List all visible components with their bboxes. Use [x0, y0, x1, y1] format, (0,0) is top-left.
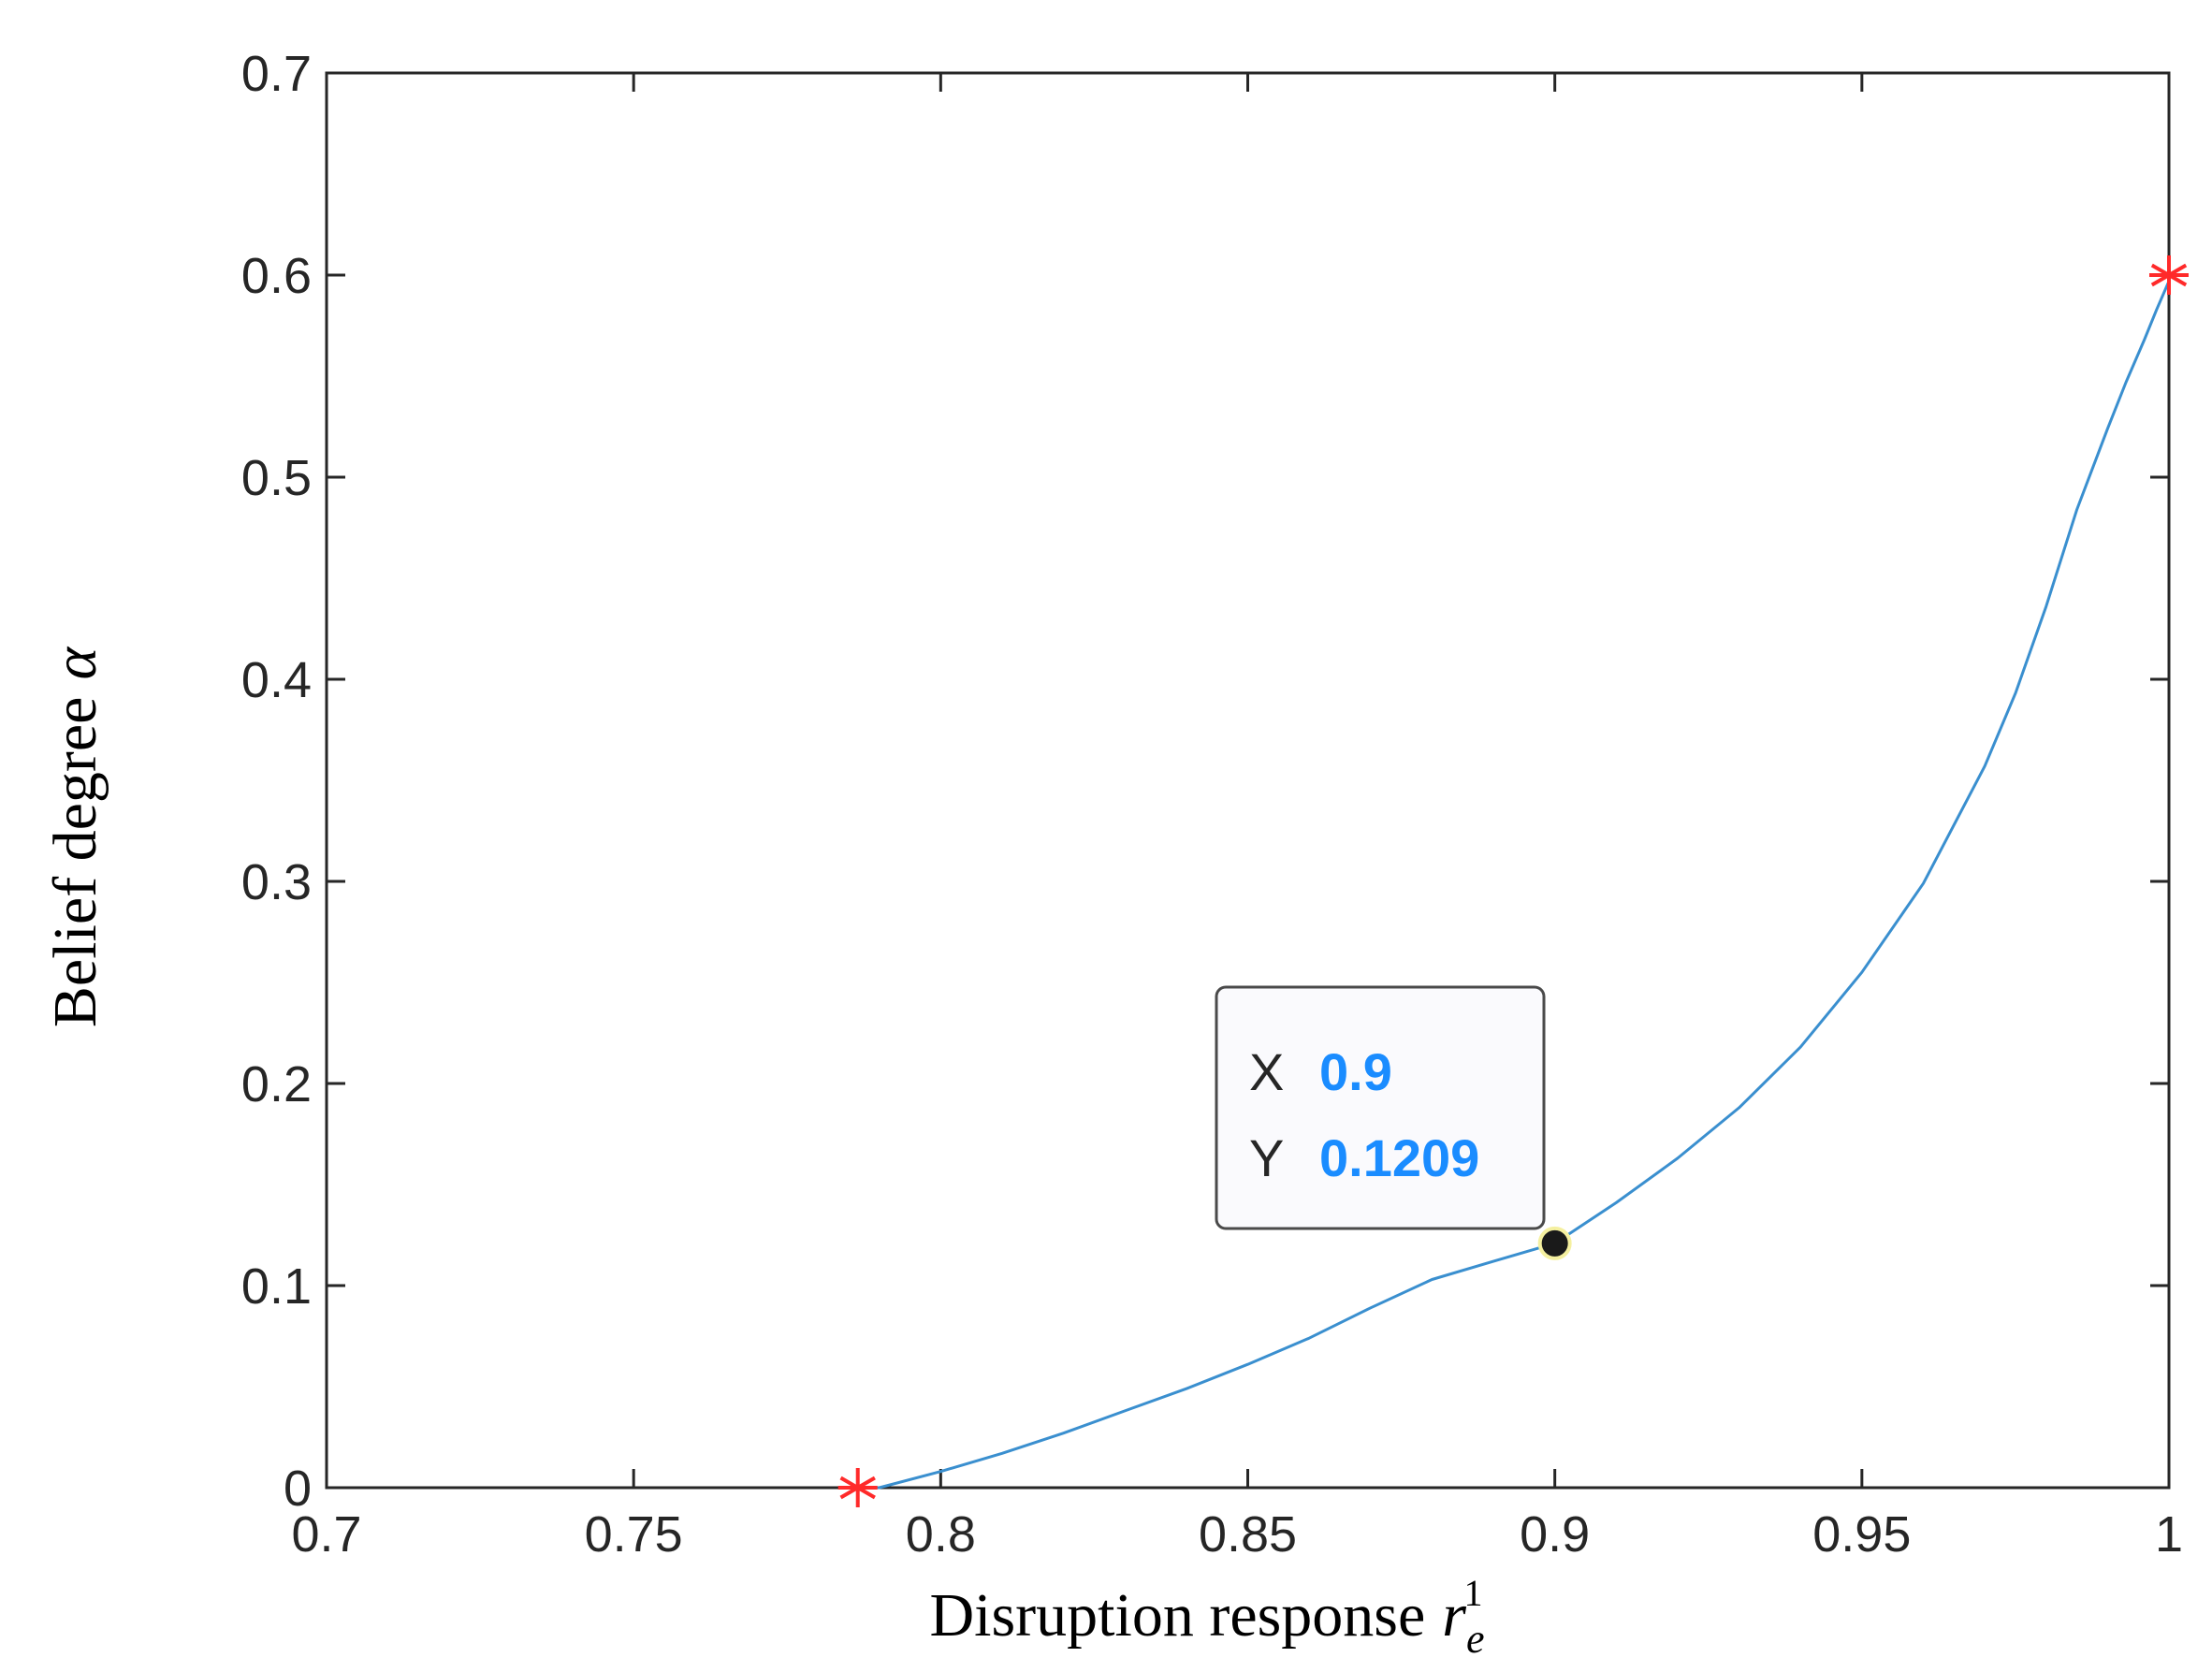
x-tick-label: 1: [2155, 1506, 2183, 1563]
data-tip[interactable]: X 0.9 Y 0.1209: [1215, 985, 1572, 1260]
y-tick-label: 0.5: [241, 450, 312, 506]
x-axis-title-text: Disruption response: [930, 1581, 1426, 1650]
x-tick-label: 0.75: [585, 1506, 683, 1563]
endpoint-markers: [837, 255, 2189, 1507]
y-axis-title: Belief degree α: [41, 647, 109, 1028]
data-tip-x-key: X: [1249, 1042, 1284, 1101]
data-tip-box[interactable]: [1215, 985, 1546, 1230]
x-tick-label: 0.9: [1520, 1506, 1590, 1563]
series-line: [864, 280, 2171, 1490]
x-axis-symbol-sub: e: [1466, 1616, 1485, 1662]
plot-area: [325, 71, 2171, 1490]
series-layer: [864, 280, 2171, 1490]
y-tick-label: 0.7: [241, 46, 312, 102]
y-tick-label: 0.2: [241, 1056, 312, 1112]
y-tick-label: 0: [284, 1461, 312, 1517]
y-axis-symbol: α: [41, 647, 109, 680]
x-axis-symbol-sup: 1: [1464, 1572, 1483, 1614]
endpoint-asterisk-marker: [837, 1468, 878, 1507]
x-axis-ticks: 0.7 0.75 0.8 0.85 0.9 0.95 1: [291, 73, 2183, 1563]
y-axis-title-text: Belief degree: [41, 697, 109, 1028]
y-axis-ticks: 0 0.1 0.2 0.3 0.4 0.5 0.6 0.7: [241, 46, 2169, 1517]
x-tick-label: 0.7: [291, 1506, 361, 1563]
endpoint-asterisk-marker: [2149, 255, 2189, 295]
data-tip-marker[interactable]: [1537, 1226, 1572, 1260]
x-axis-title: Disruption response re1: [930, 1572, 1485, 1662]
x-tick-label: 0.95: [1812, 1506, 1911, 1563]
y-tick-label: 0.3: [241, 854, 312, 910]
x-axis-symbol: r: [1442, 1581, 1466, 1650]
data-tip-y-key: Y: [1249, 1128, 1284, 1187]
y-tick-label: 0.1: [241, 1258, 312, 1315]
y-tick-label: 0.4: [241, 652, 312, 708]
data-tip-x-value: 0.9: [1319, 1042, 1392, 1101]
data-tip-y-value: 0.1209: [1319, 1128, 1479, 1187]
x-tick-label: 0.8: [906, 1506, 976, 1563]
x-tick-label: 0.85: [1199, 1506, 1297, 1563]
y-tick-label: 0.6: [241, 248, 312, 304]
axes-frame: [325, 71, 2171, 1490]
